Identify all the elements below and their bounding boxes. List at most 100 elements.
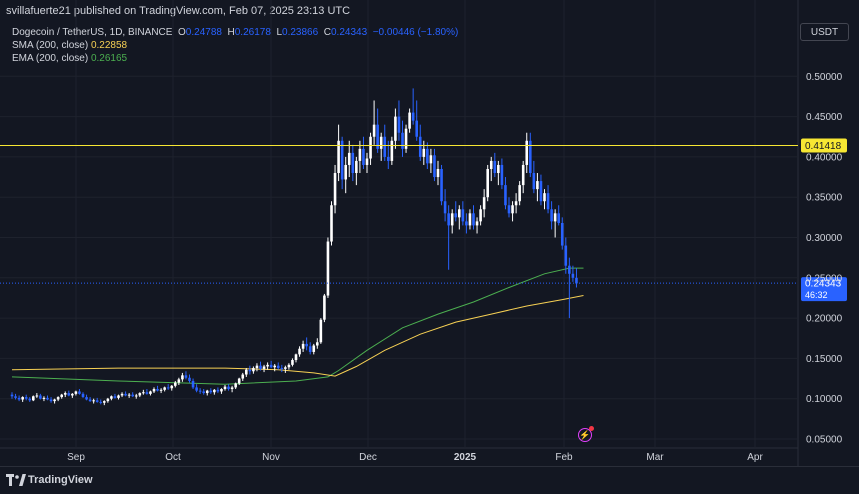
candle-body <box>28 398 32 401</box>
moving-averages <box>11 267 584 385</box>
candle-body <box>546 193 550 210</box>
time-tick-label: Nov <box>262 452 280 463</box>
time-axis[interactable]: Sep Oct Nov Dec 2025 Feb Mar Apr <box>67 452 763 463</box>
price-tick-label: 0.30000 <box>806 233 843 244</box>
price-tick-label: 0.50000 <box>806 72 843 83</box>
candle-body <box>351 152 355 174</box>
candle-body <box>330 205 333 242</box>
candle-body <box>472 213 475 226</box>
candle-body <box>365 158 369 165</box>
candle-body <box>511 205 514 214</box>
open-value: 0.24788 <box>185 27 222 38</box>
candle-body <box>117 395 120 398</box>
candle-body <box>227 386 230 390</box>
candle-body <box>529 140 532 174</box>
candle-body <box>284 367 287 369</box>
candle-body <box>266 364 269 367</box>
candle-body <box>205 390 209 394</box>
candle-body <box>500 164 504 186</box>
price-axis[interactable]: 0.05000 0.10000 0.15000 0.20000 0.25000 0.300… <box>806 72 843 446</box>
resistance-tag <box>801 138 847 153</box>
candle-body <box>468 213 472 226</box>
candle-body <box>362 148 365 165</box>
notification-dot <box>589 426 594 431</box>
candle-body <box>241 374 245 379</box>
candle-body <box>415 120 418 137</box>
candle-body <box>564 245 568 266</box>
candle-body <box>568 265 571 274</box>
candle-body <box>120 393 124 396</box>
candle-body <box>280 368 284 370</box>
candle-body <box>149 391 152 394</box>
candle-body <box>347 152 351 165</box>
brand-name: TradingView <box>28 474 93 486</box>
candle-body <box>521 164 525 186</box>
candle-body <box>507 205 511 214</box>
ema-line <box>11 267 584 385</box>
high-label: H <box>227 27 235 38</box>
candle-body <box>454 213 458 218</box>
candle-body <box>536 181 539 190</box>
candle-body <box>71 393 74 396</box>
lightning-icon[interactable]: ⚡ <box>578 426 594 442</box>
candle-body <box>159 389 163 391</box>
candle-body <box>575 277 578 284</box>
candle-body <box>344 164 347 180</box>
candle-body <box>131 394 134 397</box>
candle-body <box>319 319 323 343</box>
candle-body <box>237 378 241 384</box>
change-value: −0.00446 (−1.80%) <box>372 27 459 38</box>
close-label: C <box>323 27 331 38</box>
candle-body <box>394 116 397 141</box>
candle-body <box>355 160 358 174</box>
sma-label: SMA (200, close) <box>12 40 89 51</box>
candle-body <box>532 173 536 190</box>
currency-button[interactable]: USDT <box>800 23 849 41</box>
candle-body <box>426 148 429 164</box>
time-tick-label: Oct <box>165 452 181 463</box>
candle-body <box>106 398 110 402</box>
price-tick-label: 0.25000 <box>806 273 843 284</box>
candle-body <box>326 241 330 296</box>
candle-body <box>543 193 546 202</box>
candle-body <box>429 155 433 164</box>
candle-body <box>234 383 237 388</box>
candle-body <box>571 273 575 278</box>
candle-body <box>198 390 202 392</box>
price-tick-label: 0.15000 <box>806 354 843 365</box>
candle-body <box>397 116 401 133</box>
candle-body <box>560 222 564 246</box>
price-tick-label: 0.45000 <box>806 112 843 123</box>
candle-body <box>134 395 138 397</box>
candle-body <box>379 136 383 149</box>
candle-body <box>262 366 266 369</box>
candle-body <box>539 181 543 202</box>
time-tick-label: Dec <box>359 452 377 463</box>
candle-body <box>163 387 166 390</box>
sma-row[interactable]: SMA (200, close) 0.22858 <box>12 39 458 52</box>
ema-row[interactable]: EMA (200, close) 0.26165 <box>12 52 458 65</box>
candle-body <box>493 160 497 174</box>
ema-value: 0.26165 <box>90 53 128 64</box>
candle-body <box>497 164 500 174</box>
close-value: 0.24343 <box>330 27 368 38</box>
candle-body <box>422 148 426 157</box>
candle-body <box>369 136 372 159</box>
candle-body <box>32 396 35 401</box>
candle-body <box>479 209 482 222</box>
open-label: O <box>178 27 186 38</box>
candle-body <box>245 369 248 375</box>
candle-body <box>63 393 67 395</box>
ohlc-row: Dogecoin / TetherUS, 1D, BINANCE O0.2478… <box>12 26 458 39</box>
last-price-label: 0.24343 <box>805 279 842 290</box>
candle-body <box>195 387 198 391</box>
candle-body <box>301 343 305 349</box>
candle-body <box>482 197 486 210</box>
candle-body <box>252 368 255 372</box>
candle-body <box>387 156 390 161</box>
symbol-title[interactable]: Dogecoin / TetherUS, 1D, BINANCE <box>12 27 173 38</box>
candle-body <box>489 160 493 169</box>
candle-body <box>408 112 411 129</box>
sma-line <box>11 295 584 377</box>
